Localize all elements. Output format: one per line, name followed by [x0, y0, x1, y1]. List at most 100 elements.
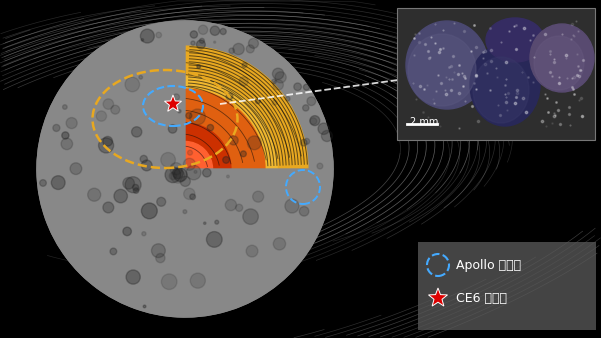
Circle shape — [133, 184, 139, 190]
Circle shape — [248, 39, 258, 48]
Circle shape — [197, 145, 213, 161]
Circle shape — [172, 168, 180, 176]
Circle shape — [249, 160, 264, 175]
Circle shape — [168, 125, 177, 133]
Circle shape — [103, 99, 114, 109]
Circle shape — [145, 83, 154, 91]
Circle shape — [185, 151, 198, 165]
Circle shape — [183, 210, 187, 214]
Circle shape — [229, 48, 234, 53]
Circle shape — [96, 111, 106, 121]
Circle shape — [141, 160, 152, 171]
Circle shape — [174, 36, 184, 46]
Circle shape — [177, 171, 184, 178]
Circle shape — [178, 166, 195, 184]
Text: CE6 着陆点: CE6 着陆点 — [456, 291, 507, 305]
Circle shape — [178, 243, 187, 252]
Circle shape — [186, 113, 192, 119]
Circle shape — [242, 63, 246, 67]
Circle shape — [243, 209, 258, 224]
Circle shape — [111, 105, 120, 114]
Circle shape — [183, 208, 196, 220]
Circle shape — [86, 184, 92, 190]
Circle shape — [173, 94, 180, 100]
Circle shape — [204, 220, 207, 223]
Circle shape — [203, 63, 208, 68]
Circle shape — [110, 221, 114, 225]
Circle shape — [210, 26, 219, 35]
Circle shape — [190, 184, 198, 193]
Circle shape — [141, 39, 144, 41]
Circle shape — [163, 77, 180, 94]
Circle shape — [172, 187, 177, 191]
Wedge shape — [185, 77, 277, 169]
Circle shape — [255, 235, 271, 250]
Circle shape — [304, 84, 310, 90]
Circle shape — [160, 108, 175, 123]
Circle shape — [170, 163, 182, 175]
Circle shape — [156, 32, 162, 38]
Circle shape — [123, 177, 135, 189]
Ellipse shape — [486, 18, 544, 62]
Circle shape — [307, 97, 316, 105]
Ellipse shape — [534, 36, 584, 90]
Circle shape — [103, 202, 114, 213]
Circle shape — [171, 169, 185, 183]
Circle shape — [233, 43, 244, 55]
Circle shape — [191, 41, 195, 45]
Circle shape — [248, 136, 261, 150]
Circle shape — [150, 137, 166, 153]
Circle shape — [184, 192, 188, 196]
Wedge shape — [185, 21, 333, 169]
Circle shape — [114, 189, 127, 203]
Circle shape — [252, 191, 264, 202]
Circle shape — [180, 189, 190, 199]
Circle shape — [79, 213, 91, 224]
Circle shape — [103, 137, 112, 146]
Circle shape — [207, 124, 213, 131]
Circle shape — [132, 127, 142, 137]
Circle shape — [183, 158, 195, 170]
Circle shape — [224, 266, 232, 275]
Circle shape — [239, 77, 248, 86]
Ellipse shape — [530, 24, 594, 92]
Circle shape — [285, 199, 299, 213]
Circle shape — [131, 174, 147, 190]
Circle shape — [170, 144, 179, 153]
Circle shape — [64, 154, 70, 160]
Circle shape — [150, 166, 156, 172]
Circle shape — [215, 220, 219, 224]
Circle shape — [106, 199, 112, 205]
Circle shape — [206, 245, 221, 260]
Circle shape — [236, 204, 243, 211]
Circle shape — [77, 224, 81, 227]
Circle shape — [275, 72, 286, 83]
Circle shape — [122, 141, 134, 153]
Circle shape — [139, 75, 142, 79]
Circle shape — [88, 188, 101, 201]
Circle shape — [218, 135, 222, 139]
Circle shape — [205, 150, 216, 161]
Circle shape — [190, 194, 195, 199]
Circle shape — [227, 175, 230, 178]
Circle shape — [272, 68, 284, 79]
Circle shape — [133, 188, 139, 193]
Circle shape — [100, 150, 105, 156]
Circle shape — [225, 199, 237, 211]
Wedge shape — [185, 123, 231, 169]
Circle shape — [303, 105, 309, 111]
Circle shape — [136, 122, 147, 132]
Circle shape — [63, 105, 67, 109]
Circle shape — [285, 97, 290, 101]
Circle shape — [272, 100, 277, 105]
Circle shape — [229, 136, 238, 145]
Circle shape — [308, 111, 316, 119]
Wedge shape — [185, 46, 308, 169]
Circle shape — [180, 176, 191, 187]
Circle shape — [191, 273, 206, 288]
Circle shape — [304, 138, 310, 144]
Ellipse shape — [473, 57, 529, 123]
Circle shape — [91, 170, 97, 176]
Text: Apollo 撞击坑: Apollo 撞击坑 — [456, 259, 521, 271]
Circle shape — [66, 118, 77, 128]
